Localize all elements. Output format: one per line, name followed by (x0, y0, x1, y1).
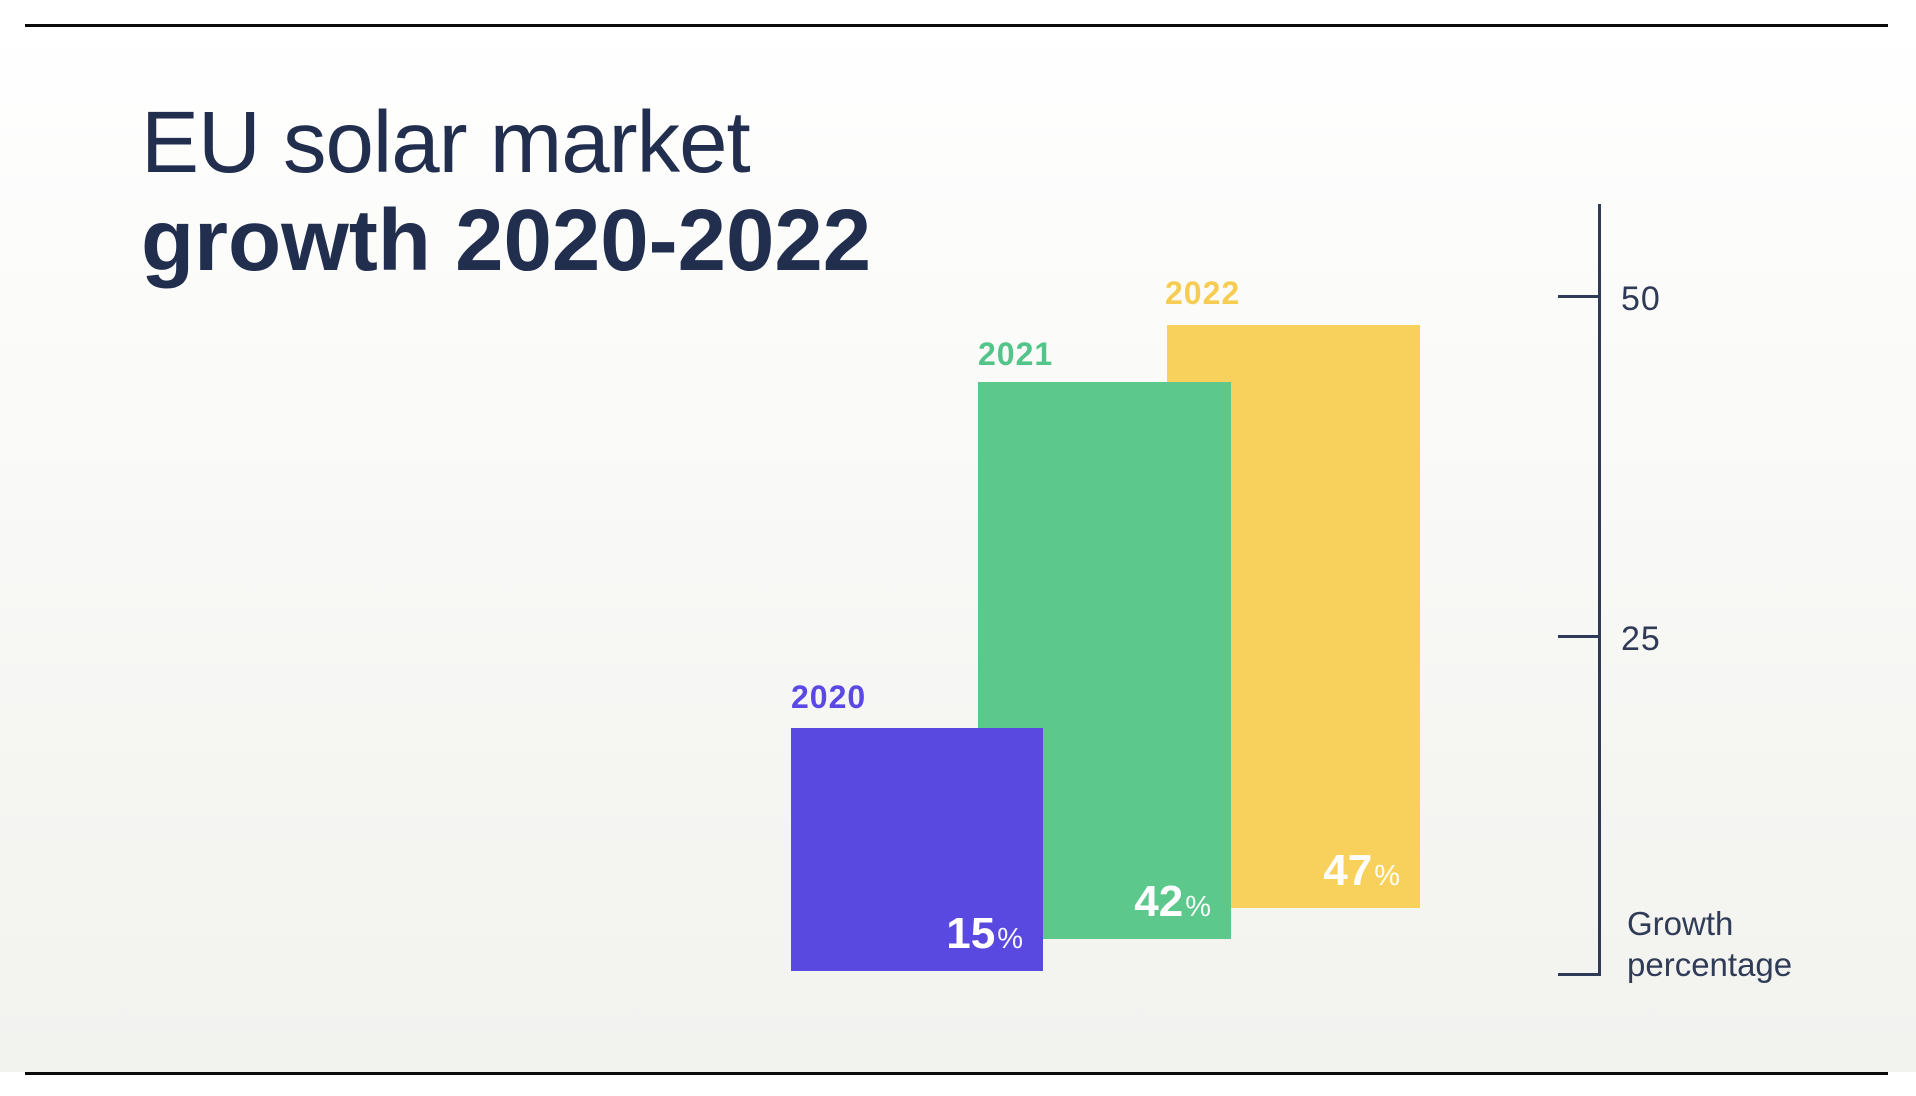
y-axis-baseline-tick (1558, 973, 1600, 976)
bar-value-number-2021: 42 (1134, 877, 1184, 926)
bar-value-number-2020: 15 (946, 909, 996, 958)
bar-value-2021: 42 % (1134, 877, 1211, 927)
bar-label-2021: 2021 (978, 336, 1054, 372)
top-divider-line (25, 24, 1888, 27)
bottom-divider-line (25, 1072, 1888, 1075)
y-axis-tick-50 (1558, 295, 1600, 298)
y-axis-line (1598, 204, 1601, 976)
y-axis-caption-line2: percentage (1627, 946, 1793, 983)
bar-value-percent-sign-2020: % (997, 923, 1023, 955)
chart-title-line2: growth 2020-2022 (141, 192, 872, 289)
bar-label-2020: 2020 (791, 679, 867, 715)
chart-title: EU solar market growth 2020-2022 (141, 94, 871, 290)
bar-value-percent-sign-2022: % (1374, 860, 1400, 892)
bar-label-2022: 2022 (1165, 275, 1241, 311)
y-axis-tick-25 (1558, 635, 1600, 638)
y-axis-tick-label-50: 50 (1621, 280, 1661, 318)
bar-2020: 15 % (791, 728, 1043, 971)
y-axis-caption: Growth percentage (1627, 903, 1792, 985)
bar-value-percent-sign-2021: % (1185, 891, 1211, 923)
bar-value-2022: 47 % (1323, 846, 1400, 896)
bar-value-2020: 15 % (946, 909, 1023, 959)
y-axis-caption-line1: Growth (1627, 905, 1734, 942)
chart-title-line1: EU solar market (141, 94, 751, 191)
y-axis-tick-label-25: 25 (1621, 620, 1661, 658)
bar-value-number-2022: 47 (1323, 846, 1373, 895)
